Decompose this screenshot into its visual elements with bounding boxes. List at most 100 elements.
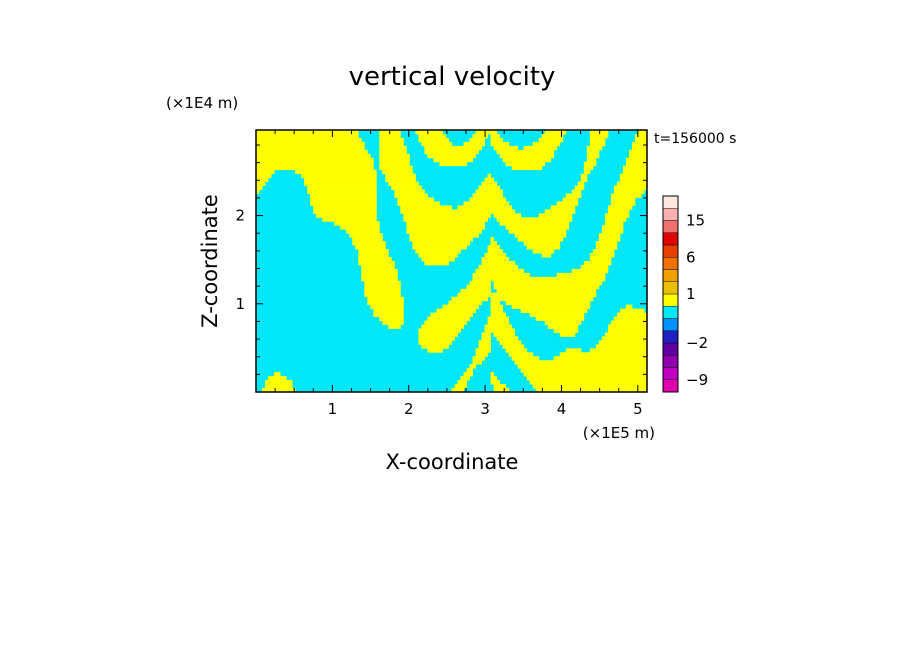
field-cell	[466, 284, 491, 290]
field-cell	[484, 177, 494, 183]
colorbar-tick-label: −2	[686, 334, 708, 352]
field-cell	[439, 161, 467, 167]
field-cell	[379, 149, 407, 155]
field-cell	[256, 169, 275, 175]
field-cell	[595, 241, 618, 246]
field-cell	[313, 205, 377, 210]
field-cell	[595, 245, 618, 250]
field-cell	[490, 372, 495, 377]
field-cell	[598, 237, 621, 242]
field-cell	[604, 217, 627, 222]
field-cell	[310, 193, 377, 198]
field-cell	[478, 264, 519, 270]
field-cell	[541, 133, 564, 139]
field-cell	[310, 197, 377, 202]
field-cell	[418, 253, 458, 258]
field-cell	[589, 130, 609, 135]
field-cell	[421, 324, 464, 329]
x-tick-label: 4	[557, 400, 567, 418]
field-cell	[499, 153, 555, 159]
field-cell	[487, 245, 501, 250]
field-cell	[520, 368, 648, 373]
field-cell	[397, 201, 440, 206]
colorbar-segment	[662, 318, 679, 331]
field-cell	[436, 308, 476, 314]
field-cell	[310, 201, 377, 206]
field-cell	[490, 304, 504, 310]
colorbar-tick-label: −9	[686, 371, 708, 389]
colorbar-segment	[662, 330, 679, 344]
field-cell	[553, 328, 579, 333]
colorbar-segment	[662, 244, 679, 258]
field-cell	[463, 372, 473, 377]
field-cell	[502, 157, 552, 163]
field-cell	[517, 237, 564, 242]
field-cell	[544, 320, 582, 325]
field-cell	[472, 193, 504, 198]
field-cell	[412, 241, 470, 246]
field-cell	[451, 388, 464, 393]
field-cell	[595, 344, 648, 349]
field-cell	[457, 380, 467, 385]
colorbar-segment	[662, 220, 679, 233]
field-cell	[265, 384, 293, 389]
field-cell	[349, 233, 383, 238]
field-cell	[391, 185, 422, 190]
plot-frame	[255, 129, 648, 393]
field-cell	[481, 257, 510, 262]
colorbar-segment	[662, 379, 679, 393]
field-cell	[409, 233, 479, 238]
field-cell	[583, 165, 594, 171]
field-cell	[577, 181, 585, 186]
field-cell	[256, 130, 359, 135]
field-cell	[607, 209, 630, 214]
field-cell	[385, 173, 416, 179]
field-cell	[493, 332, 516, 337]
field-cell	[388, 181, 419, 186]
field-cell	[268, 376, 287, 381]
field-cell	[517, 364, 648, 369]
field-cell	[589, 133, 609, 139]
field-cell	[583, 261, 612, 266]
chart-title: vertical velocity	[349, 62, 556, 92]
field-cell	[586, 153, 600, 159]
field-cell	[490, 141, 510, 147]
y-axis-ticks: 12	[235, 144, 647, 375]
field-cell	[373, 308, 404, 314]
field-cell	[523, 241, 561, 246]
colorbar-segment	[662, 269, 679, 282]
field-cell	[364, 288, 401, 294]
field-cell	[562, 197, 579, 202]
field-cell	[364, 292, 401, 298]
field-cell	[427, 153, 476, 159]
field-cell	[514, 360, 648, 365]
field-cell	[400, 205, 452, 210]
field-cell	[505, 348, 528, 353]
field-cell	[256, 133, 359, 139]
field-cell	[478, 340, 491, 345]
field-cell	[418, 133, 446, 139]
colorbar-segment	[662, 293, 679, 307]
field-cell	[472, 360, 482, 365]
field-cell	[403, 213, 491, 218]
field-cell	[463, 141, 485, 147]
field-cell	[358, 261, 395, 266]
field-cell	[379, 161, 410, 167]
field-cell	[637, 130, 648, 135]
field-cell	[334, 221, 380, 226]
field-cell	[496, 288, 597, 294]
field-cell	[496, 217, 573, 222]
field-cell	[427, 316, 470, 321]
field-cell	[304, 181, 377, 186]
field-cell	[379, 141, 404, 147]
field-cell	[532, 384, 648, 389]
field-cell	[418, 137, 449, 143]
field-cell	[397, 197, 434, 202]
colorbar-frame	[662, 195, 679, 393]
field-cell	[295, 169, 377, 175]
field-cell	[532, 141, 561, 147]
field-cell	[382, 320, 404, 325]
colorbar-segment	[662, 195, 679, 209]
field-cell	[364, 284, 401, 290]
field-cell	[493, 145, 519, 151]
